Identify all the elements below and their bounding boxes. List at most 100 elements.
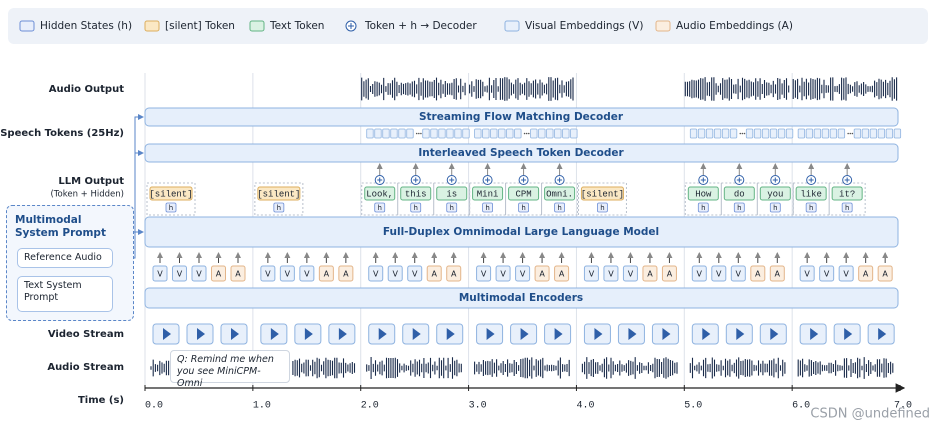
token-text: do [734,189,745,199]
legend-box [8,8,928,44]
token [795,186,827,201]
play-icon [486,328,495,340]
embedding-label: A [882,270,888,279]
speech-token [837,128,846,139]
hidden-state [374,202,386,213]
embedding-label: V [157,270,163,279]
plus-icon [413,177,419,183]
ellipsis-dot [523,132,526,135]
legend-icon [19,20,35,32]
play-icon [270,328,279,340]
plus-icon [521,177,527,183]
hidden-state [597,202,608,213]
embedding [750,265,766,282]
embedding-label: V [373,270,379,279]
play-icon [231,328,239,340]
watermark: CSDN @undefined [810,407,930,422]
legend-icon [504,20,520,32]
token-group [146,182,196,216]
embedding [622,265,638,282]
hidden-state [841,202,853,213]
play-icon [378,328,387,340]
speech-token [506,128,514,139]
row-sublabel: (Token + Hidden) [50,190,124,200]
speech-token [697,128,706,139]
waveform [366,357,462,379]
play-icon [197,328,205,340]
hidden-state [733,202,745,213]
play-icon [662,328,671,340]
speech-token [861,128,870,139]
query-note: Q: Remind me when you see MiniCPM-Omni [170,350,290,389]
embedding-label: V [736,270,742,279]
legend-icon [144,20,160,32]
token [831,186,863,201]
plus-icon [557,177,563,183]
embedding-label: A [431,270,437,279]
token-group [577,182,627,216]
embedding-label: V [481,270,487,279]
token-text: [silent] [149,189,192,199]
embedding-label: V [697,270,703,279]
speech-token [753,128,762,139]
row-label: Audio Stream [47,362,124,373]
waveform [469,77,574,101]
row-label: Audio Output [49,84,124,95]
module-bar [144,143,899,163]
embedding-label: V [177,270,183,279]
embedding-label: A [647,270,653,279]
time-tick-label: 5.0 [684,401,702,412]
speech-token [797,128,806,139]
embedding [838,265,854,282]
hidden-state [446,202,458,213]
speech-token [430,128,438,139]
play-icon [628,328,637,340]
speech-token [893,128,902,139]
speech-token [562,128,570,139]
embedding [191,265,207,282]
hidden-label: h [485,204,489,212]
row-label: Time (s) [78,395,124,406]
hidden-state [410,202,422,213]
embedding-label: V [304,270,310,279]
hidden-state [769,202,781,213]
waveform [581,357,678,379]
play-icon [736,328,745,340]
prompt-item: Text System Prompt [17,276,113,312]
token [364,186,396,201]
embedding [172,265,187,282]
hidden-label: h [414,204,418,212]
token [257,186,301,201]
module-bar [144,287,899,309]
play-icon [163,328,171,340]
embedding-label: V [628,270,634,279]
token-text: is [446,189,457,199]
speech-token [422,128,430,139]
ellipsis-dot [739,132,742,135]
token-text: Mini [477,189,499,199]
hidden-state [482,202,493,213]
play-icon [446,328,455,340]
embedding [711,265,727,282]
waveform [361,77,466,101]
speech-token [821,128,830,139]
plus-icon [449,177,455,183]
token [508,186,540,201]
system-prompt: Multimodal System Prompt Reference Audio… [6,205,134,321]
play-icon [810,328,819,340]
module-bar [144,216,899,248]
row-label: LLM Output [58,176,124,187]
module-label: Streaming Flow Matching Decoder [419,111,624,123]
plus-icon [700,177,706,183]
embedding-label: A [775,270,781,279]
embedding-label: A [343,270,349,279]
hidden-state [805,202,817,213]
module-label: Interleaved Speech Token Decoder [418,147,624,159]
embedding [799,265,815,282]
hidden-label: h [378,204,382,212]
embedding [211,265,226,282]
ellipsis-dot [741,132,744,135]
embedding [603,265,619,282]
legend-label: Token + h → Decoder [364,20,477,32]
